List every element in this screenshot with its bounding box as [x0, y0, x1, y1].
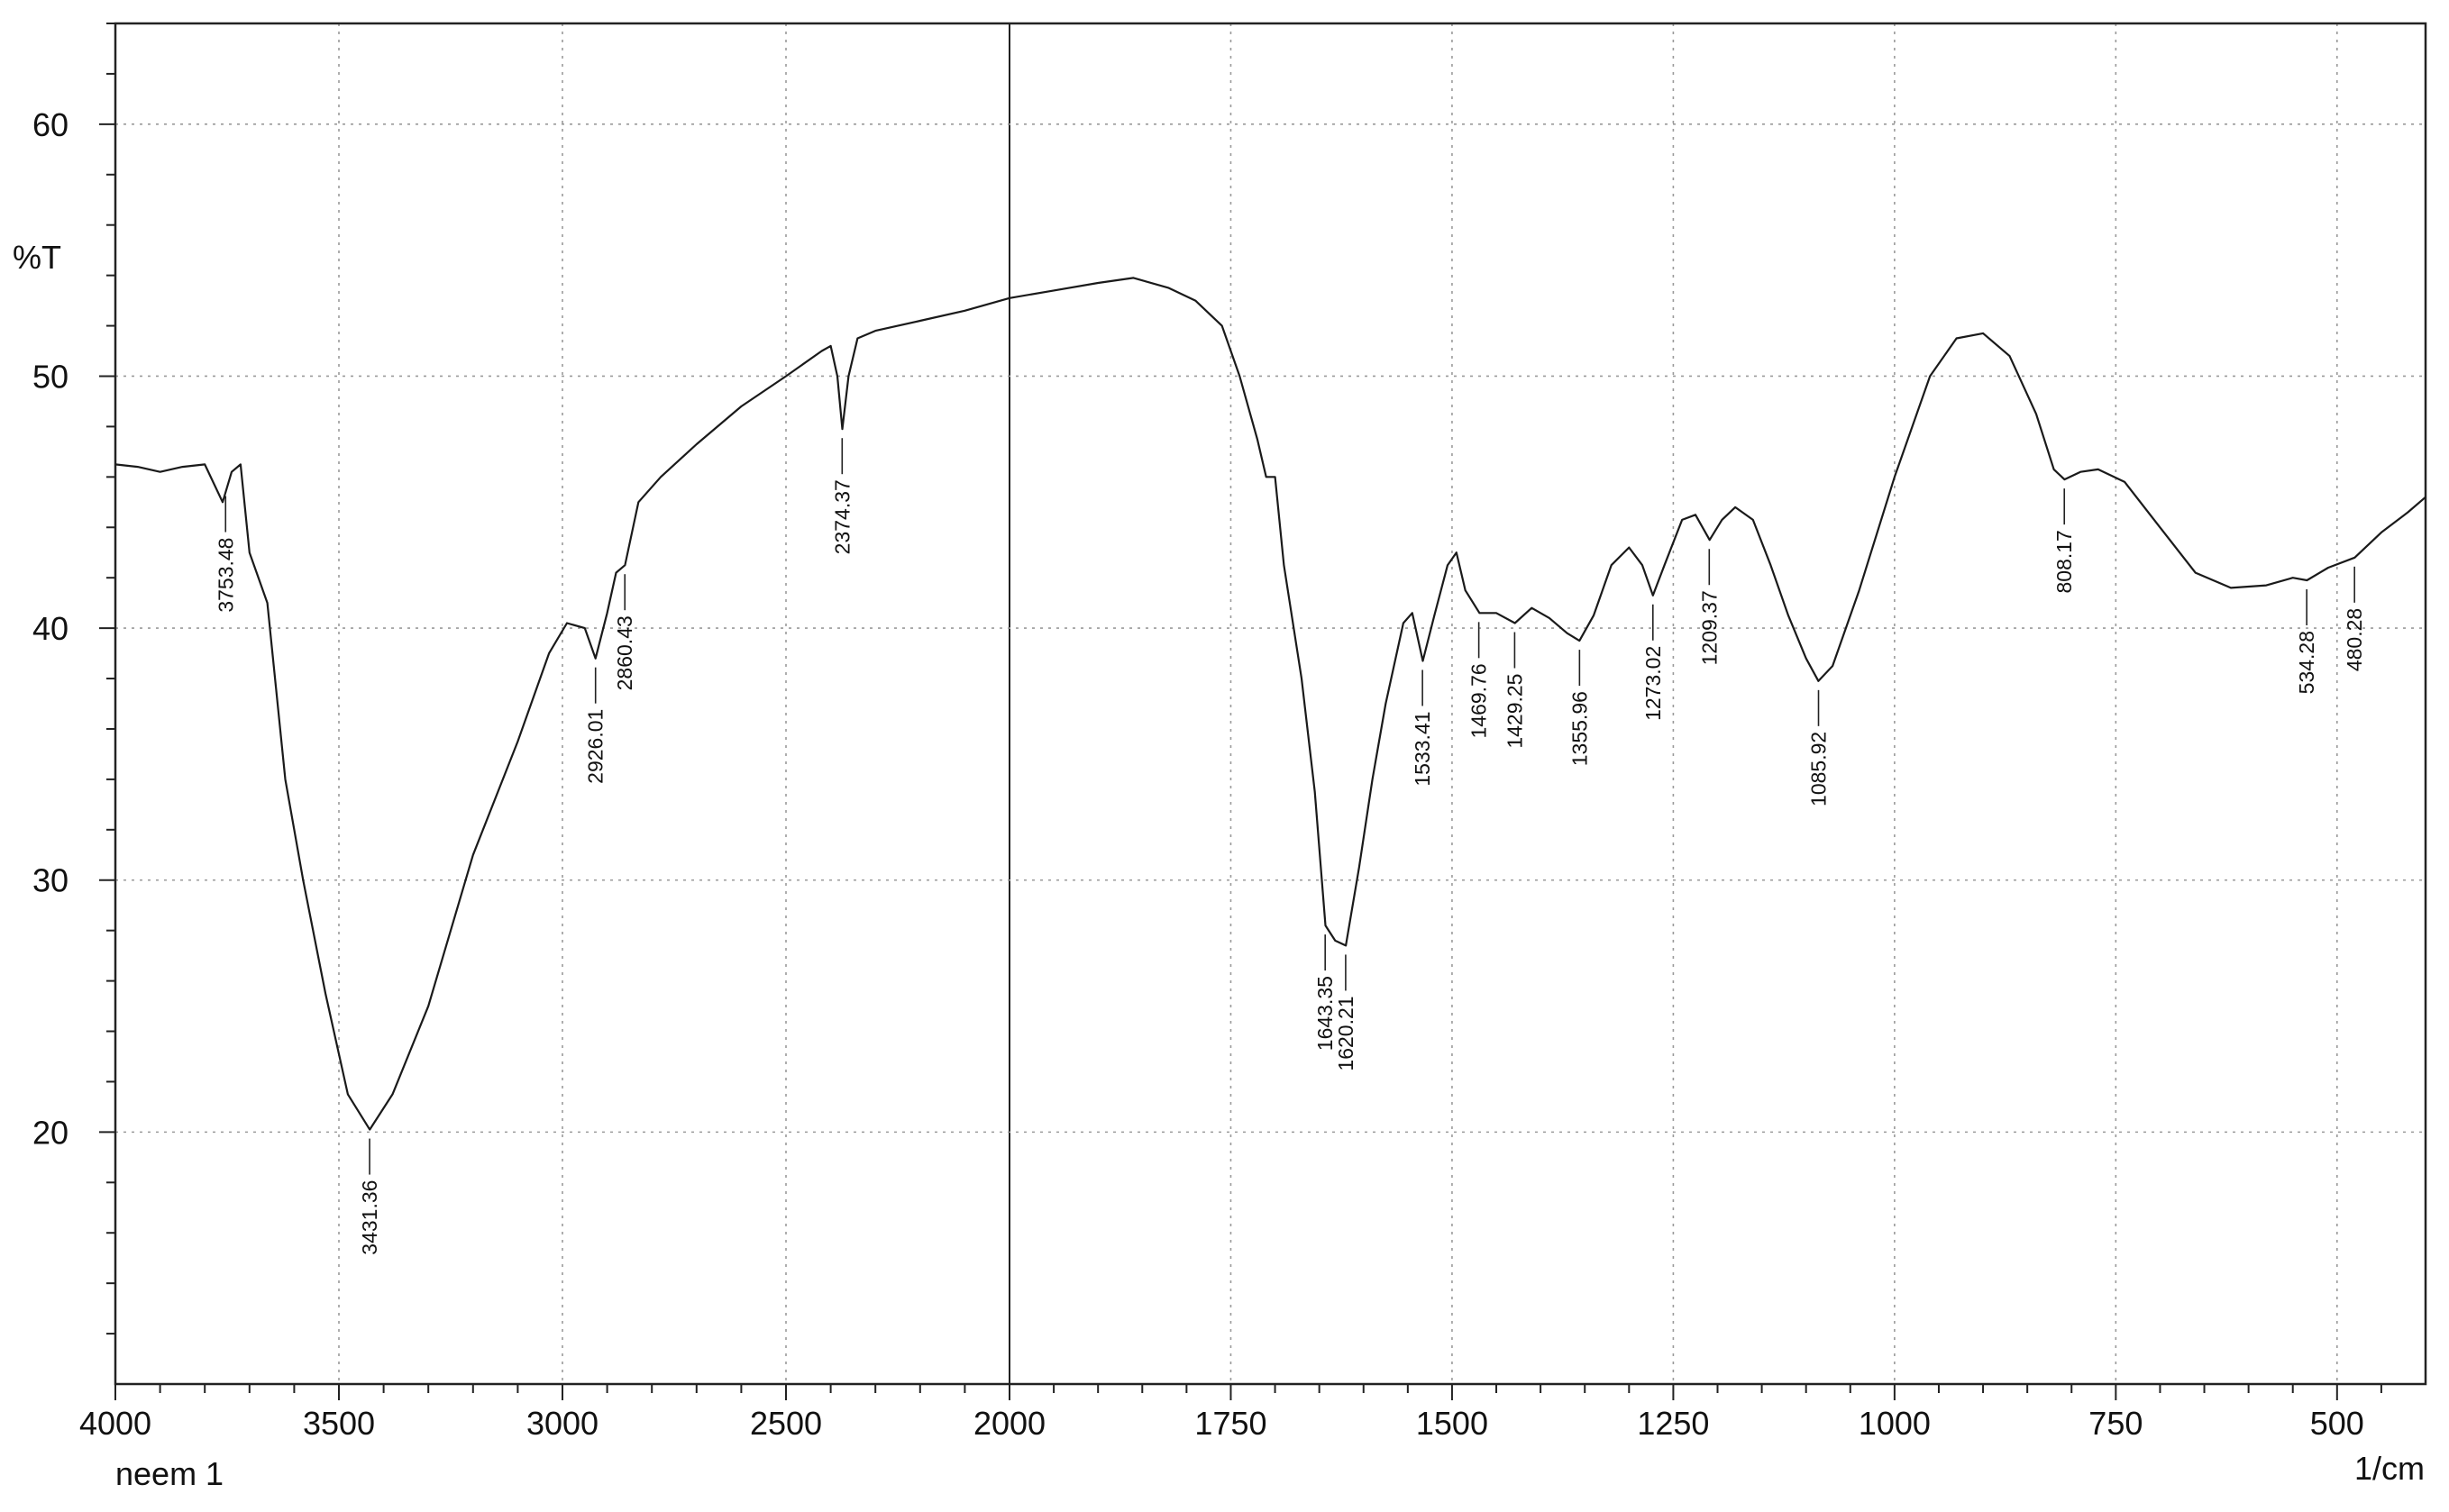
label-layer: 4000 3500 3000 2500 2000 1750 1500 1250 1000 750 5… — [32, 106, 2364, 1442]
x-tick-label: 3500 — [303, 1405, 375, 1442]
x-tick-label: 1750 — [1194, 1405, 1266, 1442]
peak-label: 2374.37 — [830, 479, 854, 554]
peak-label: 1085.92 — [1807, 732, 1831, 806]
series-layer — [114, 277, 2426, 1131]
peak-label: 1533.41 — [1411, 711, 1434, 786]
peak-label: 1429.25 — [1503, 674, 1526, 749]
x-axis-title: 1/cm — [2354, 1450, 2425, 1487]
tick-layer — [99, 23, 2382, 1400]
peak-label: 1643.35 — [1313, 976, 1337, 1051]
spectrum-trace — [114, 277, 2426, 1131]
x-tick-label: 2000 — [973, 1405, 1046, 1442]
x-tick-label: 1500 — [1416, 1405, 1488, 1442]
peak-label: 534.28 — [2295, 631, 2318, 694]
peak-label: 1620.21 — [1334, 996, 1357, 1070]
x-tick-label: 500 — [2310, 1405, 2364, 1442]
y-tick-label: 40 — [32, 610, 69, 647]
peak-label: 1273.02 — [1641, 646, 1665, 721]
peak-label: 3753.48 — [214, 538, 237, 613]
x-tick-label: 750 — [2088, 1405, 2143, 1442]
peak-label: 1355.96 — [1567, 691, 1591, 766]
y-tick-label: 60 — [32, 106, 69, 143]
y-tick-label: 20 — [32, 1114, 69, 1151]
peak-label: 1209.37 — [1697, 590, 1721, 665]
grid-layer — [115, 23, 2426, 1384]
y-tick-label: 30 — [32, 862, 69, 899]
y-axis-title: %T — [13, 239, 61, 276]
peak-label: 1469.76 — [1467, 663, 1491, 738]
peak-label: 480.28 — [2343, 608, 2366, 671]
peak-label: 3431.36 — [358, 1180, 381, 1255]
x-tick-label: 2500 — [750, 1405, 822, 1442]
y-tick-label: 50 — [32, 358, 69, 395]
x-tick-label: 4000 — [79, 1405, 151, 1442]
x-tick-label: 3000 — [526, 1405, 599, 1442]
x-tick-label: 1000 — [1859, 1405, 1931, 1442]
sample-name: neem 1 — [115, 1455, 224, 1492]
plot-frame — [114, 22, 2427, 1386]
peak-label: 2926.01 — [584, 709, 608, 784]
peak-label: 808.17 — [2052, 530, 2076, 593]
x-tick-label: 1250 — [1637, 1405, 1709, 1442]
peak-label: 2860.43 — [613, 615, 636, 690]
